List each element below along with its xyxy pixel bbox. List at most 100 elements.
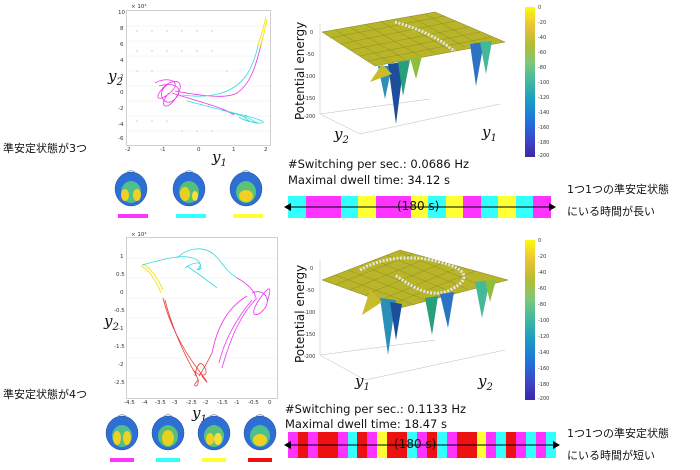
top-potential-surface: 0 -50 -100 -150 -200 bbox=[300, 4, 520, 154]
svg-text:-100: -100 bbox=[304, 74, 315, 80]
top-ytick-2: 6 bbox=[120, 42, 124, 48]
bottom-surface-y1-label: y1 bbox=[355, 372, 370, 393]
bottom-xtick-2: -3.5 bbox=[155, 400, 166, 406]
bottom-xtick-4: -2.5 bbox=[186, 400, 197, 406]
svg-text:-150: -150 bbox=[304, 96, 315, 102]
bottom-eeg-map-4 bbox=[242, 413, 278, 452]
top-side-label: 準安定状態が3つ bbox=[3, 142, 87, 155]
bottom-trajectory-plot bbox=[126, 237, 278, 399]
top-max-dwell-time: Maximal dwell time: 34.12 s bbox=[288, 173, 450, 187]
top-note-line-2: にいる時間が長い bbox=[567, 205, 655, 218]
top-eeg-map-1 bbox=[113, 169, 149, 208]
top-xtick-4: 2 bbox=[264, 147, 268, 153]
top-ytick-7: -4 bbox=[118, 122, 124, 128]
top-eeg-map-2 bbox=[171, 169, 207, 208]
top-trajectory-cyan bbox=[181, 40, 264, 124]
svg-text:-100: -100 bbox=[304, 310, 315, 316]
bottom-potential-surface: 0 -50 -100 -150 -200 bbox=[300, 240, 520, 400]
bottom-trajectory-magenta bbox=[211, 277, 271, 369]
bottom-switching-rate: #Switching per sec.: 0.1133 Hz bbox=[285, 402, 467, 416]
bottom-side-label: 準安定状態が4つ bbox=[3, 388, 87, 401]
top-surface-y2-label: y2 bbox=[334, 125, 349, 146]
top-y2-axis-label: y2 bbox=[108, 67, 123, 88]
bottom-eeg-map-3 bbox=[196, 413, 232, 452]
top-ytick-1: 8 bbox=[120, 26, 124, 32]
top-trajectory-magenta bbox=[154, 40, 263, 115]
top-xtick-2: 0 bbox=[197, 147, 201, 153]
top-scatter-exponent: × 10⁴ bbox=[131, 4, 147, 10]
top-duration-label: (180 s) bbox=[397, 199, 440, 213]
top-potential-energy-label: Potential energy bbox=[293, 21, 307, 120]
svg-text:-50: -50 bbox=[306, 52, 314, 58]
bottom-trajectory-cyan bbox=[141, 248, 238, 289]
top-quiver-field bbox=[136, 30, 228, 132]
bottom-xtick-0: -4.5 bbox=[124, 400, 135, 406]
bottom-xtick-3: -3 bbox=[172, 400, 178, 406]
bottom-note-line-1: 1つ1つの準安定状態 bbox=[567, 427, 669, 440]
svg-text:-200: -200 bbox=[304, 354, 315, 360]
top-state-swatch-1 bbox=[118, 214, 148, 218]
top-eeg-map-3 bbox=[228, 169, 264, 208]
bottom-xtick-1: -4 bbox=[142, 400, 148, 406]
bottom-ytick-3: -0.5 bbox=[114, 308, 125, 314]
svg-text:-50: -50 bbox=[306, 288, 314, 294]
bottom-ytick-6: -2 bbox=[118, 362, 124, 368]
bottom-max-dwell-time: Maximal dwell time: 18.47 s bbox=[285, 417, 447, 431]
top-xtick-1: -1 bbox=[160, 147, 166, 153]
bottom-state-swatch-4 bbox=[248, 458, 272, 462]
top-state-swatch-3 bbox=[233, 214, 263, 218]
top-ytick-3: 4 bbox=[120, 58, 124, 64]
bottom-trajectory-svg bbox=[127, 248, 277, 387]
bottom-y1-axis-label: y1 bbox=[192, 404, 207, 425]
bottom-xtick-9: 0 bbox=[268, 400, 272, 406]
bottom-xtick-8: -0.5 bbox=[248, 400, 259, 406]
bottom-surface-y2-label: y2 bbox=[478, 372, 493, 393]
top-trajectory-plot bbox=[126, 10, 271, 146]
top-y1-axis-label: y1 bbox=[212, 148, 227, 169]
bottom-ytick-7: -2.5 bbox=[114, 380, 125, 386]
bottom-note-line-2: にいる時間が短い bbox=[567, 449, 655, 462]
top-switching-rate: #Switching per sec.: 0.0686 Hz bbox=[288, 157, 470, 171]
top-surface-y1-label: y1 bbox=[482, 123, 497, 144]
top-ytick-6: -2 bbox=[118, 106, 124, 112]
bottom-potential-energy-label: Potential energy bbox=[293, 264, 307, 363]
top-duration-arrow bbox=[284, 203, 556, 211]
top-trajectory-yellow bbox=[257, 16, 268, 48]
bottom-surface-wells bbox=[362, 280, 496, 355]
bottom-xtick-5: -2 bbox=[203, 400, 209, 406]
top-state-swatch-2 bbox=[176, 214, 206, 218]
bottom-eeg-map-2 bbox=[150, 413, 186, 452]
top-note-line-1: 1つ1つの準安定状態 bbox=[567, 183, 669, 196]
bottom-y2-axis-label: y2 bbox=[104, 312, 119, 333]
top-ytick-0: 10 bbox=[118, 10, 125, 16]
bottom-eeg-map-1 bbox=[104, 413, 140, 452]
top-ytick-4: 2 bbox=[120, 74, 124, 80]
top-trajectory-svg bbox=[127, 16, 270, 132]
svg-text:0: 0 bbox=[310, 266, 313, 272]
bottom-trajectory-yellow bbox=[140, 263, 164, 294]
bottom-ytick-1: 0.5 bbox=[116, 272, 125, 278]
bottom-ytick-0: 1 bbox=[120, 254, 124, 260]
bottom-xtick-6: -1.5 bbox=[217, 400, 228, 406]
top-xtick-0: -2 bbox=[125, 147, 131, 153]
bottom-ytick-4: -1 bbox=[118, 326, 124, 332]
bottom-scatter-exponent: × 10⁴ bbox=[131, 232, 147, 238]
top-ytick-8: -6 bbox=[118, 136, 124, 142]
bottom-state-swatch-1 bbox=[110, 458, 134, 462]
bottom-ytick-5: -1.5 bbox=[114, 344, 125, 350]
bottom-state-swatch-3 bbox=[202, 458, 226, 462]
top-colorbar bbox=[525, 7, 535, 157]
top-surface-wells bbox=[370, 41, 492, 124]
top-xtick-3: 1 bbox=[232, 147, 236, 153]
bottom-xtick-7: -1 bbox=[234, 400, 240, 406]
svg-text:-200: -200 bbox=[304, 114, 315, 120]
bottom-state-swatch-2 bbox=[156, 458, 180, 462]
bottom-trajectory-red bbox=[162, 297, 213, 387]
bottom-ytick-2: 0 bbox=[120, 290, 124, 296]
svg-text:-150: -150 bbox=[304, 332, 315, 338]
bottom-colorbar bbox=[525, 240, 535, 400]
top-ytick-5: 0 bbox=[120, 90, 124, 96]
bottom-duration-label: (180 s) bbox=[394, 437, 437, 451]
top-surface-svg: 0 -50 -100 -150 -200 bbox=[304, 11, 506, 135]
bottom-surface-svg: 0 -50 -100 -150 -200 bbox=[304, 249, 509, 381]
